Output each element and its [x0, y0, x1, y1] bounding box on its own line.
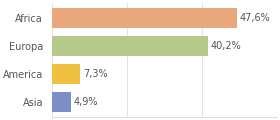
- Bar: [52, 36, 208, 56]
- Text: 7,3%: 7,3%: [83, 69, 107, 79]
- Text: 47,6%: 47,6%: [239, 13, 270, 23]
- Bar: [52, 92, 71, 112]
- Bar: [52, 64, 80, 84]
- Bar: [52, 8, 237, 28]
- Text: 40,2%: 40,2%: [211, 41, 241, 51]
- Text: 4,9%: 4,9%: [73, 97, 98, 107]
